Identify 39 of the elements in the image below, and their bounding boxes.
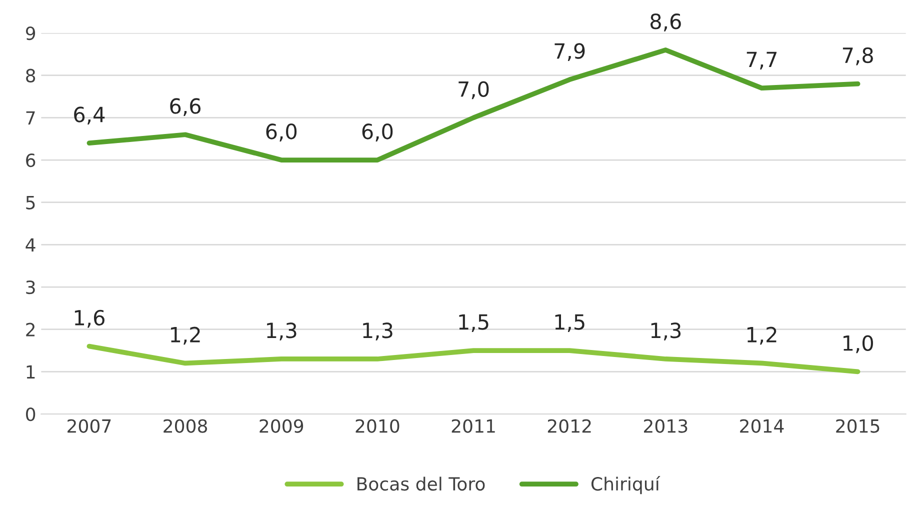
x-tick-label: 2014 [740,419,784,433]
x-tick-label: 2012 [548,419,591,433]
x-tick-label: 2013 [644,419,688,433]
data-label: 6,6 [170,98,201,116]
y-tick-label: 8 [26,68,36,82]
data-label: 7,9 [554,43,585,62]
data-label: 1,3 [267,322,296,340]
data-label: 1,2 [171,326,200,345]
legend-label: Chiriquí [591,476,660,494]
y-tick-label: 3 [26,280,35,294]
y-tick-label: 9 [26,26,36,40]
data-label: 6,4 [74,106,105,125]
data-label: 6,0 [362,124,393,142]
y-tick-label: 4 [26,238,36,252]
data-label: 1,5 [459,314,488,332]
data-label: 1,5 [555,314,584,332]
x-tick-label: 2007 [68,419,111,433]
x-tick-label: 2009 [260,419,304,433]
data-label: 1,3 [363,322,392,340]
data-label: 6,0 [266,124,297,142]
data-label: 7,0 [458,81,489,100]
x-tick-label: 2015 [836,419,880,433]
y-tick-label: 1 [26,365,35,379]
x-tick-label: 2008 [164,419,208,433]
data-label: 8,6 [650,13,681,32]
data-label: 1,2 [747,326,776,345]
legend-label: Bocas del Toro [358,476,485,491]
y-tick-label: 6 [26,153,36,168]
y-tick-label: 5 [26,196,35,210]
x-tick-label: 2010 [356,419,400,433]
data-label: 1,6 [74,310,104,328]
x-tick-label: 2011 [452,419,495,433]
data-label: 1,3 [651,322,681,340]
data-label: 1,0 [844,335,873,354]
y-tick-label: 2 [26,322,35,336]
data-label: 7,7 [746,52,777,70]
data-label: 7,8 [842,47,873,66]
y-tick-label: 7 [26,111,35,125]
y-tick-label: 0 [26,407,36,422]
